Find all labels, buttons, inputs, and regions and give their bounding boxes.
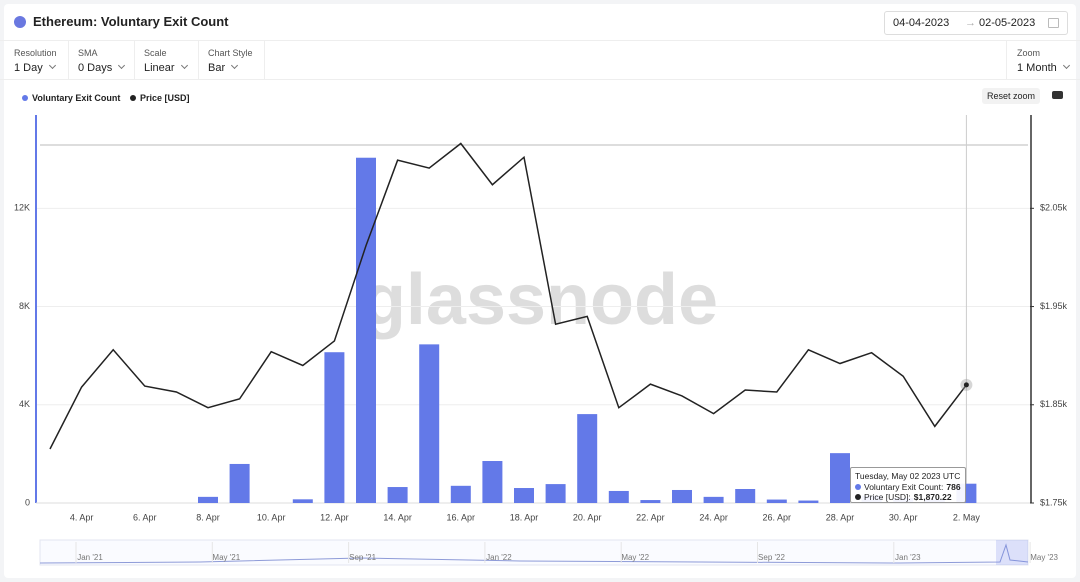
y2-tick-label: $1.95k bbox=[1040, 301, 1068, 311]
legend-dot bbox=[130, 95, 136, 101]
tooltip: Tuesday, May 02 2023 UTC Voluntary Exit … bbox=[850, 467, 966, 503]
bar bbox=[766, 499, 787, 503]
x-tick-label: 6. Apr bbox=[133, 512, 157, 522]
header: Ethereum: Voluntary Exit Count bbox=[14, 14, 229, 29]
legend-label[interactable]: Price [USD] bbox=[140, 93, 190, 103]
x-tick-label: 4. Apr bbox=[70, 512, 94, 522]
zoom-value[interactable]: 1 Month bbox=[1017, 62, 1069, 74]
x-tick-label: 12. Apr bbox=[320, 512, 349, 522]
control-label: SMA bbox=[78, 48, 98, 58]
tooltip-label: Voluntary Exit Count: bbox=[864, 481, 944, 492]
control-label: Resolution bbox=[14, 48, 57, 58]
x-tick-label: 22. Apr bbox=[636, 512, 665, 522]
navigator-label: Jan '22 bbox=[486, 553, 512, 562]
y-tick-label: 12K bbox=[14, 203, 30, 213]
x-tick-label: 10. Apr bbox=[257, 512, 286, 522]
bar bbox=[672, 489, 692, 503]
legend-dot bbox=[22, 95, 28, 101]
y-tick-label: 0 bbox=[25, 497, 30, 507]
bar bbox=[830, 453, 850, 503]
tooltip-title: Tuesday, May 02 2023 UTC bbox=[855, 471, 961, 481]
bar bbox=[450, 485, 471, 503]
tooltip-value: 786 bbox=[946, 481, 961, 492]
x-tick-label: 26. Apr bbox=[763, 512, 792, 522]
y2-tick-label: $1.85k bbox=[1040, 399, 1068, 409]
control-label: Scale bbox=[144, 48, 167, 58]
hover-point bbox=[963, 382, 969, 388]
calendar-icon[interactable] bbox=[1048, 18, 1059, 28]
reset-zoom[interactable]: Reset zoom bbox=[982, 88, 1040, 104]
zoom-label: Zoom bbox=[1017, 48, 1041, 58]
bar bbox=[229, 463, 250, 503]
date-range[interactable]: 04-04-2023 → 02-05-2023 bbox=[884, 11, 1068, 35]
x-tick-label: 14. Apr bbox=[383, 512, 412, 522]
bar bbox=[514, 488, 534, 503]
bar bbox=[545, 484, 566, 503]
control[interactable]: Chart Style Bar bbox=[198, 41, 265, 79]
control-value[interactable]: Bar bbox=[208, 62, 237, 74]
x-tick-label: 18. Apr bbox=[510, 512, 539, 522]
x-tick-label: 2. May bbox=[953, 512, 981, 522]
arrow: → bbox=[965, 17, 976, 29]
navigator-label: May '21 bbox=[212, 553, 240, 562]
control[interactable]: Scale Linear bbox=[134, 41, 199, 79]
x-tick-label: 24. Apr bbox=[699, 512, 728, 522]
x-tick-label: 28. Apr bbox=[826, 512, 855, 522]
eth-icon bbox=[14, 15, 26, 28]
bar bbox=[387, 487, 408, 503]
bar bbox=[419, 344, 440, 503]
legend-item[interactable]: Voluntary Exit Count bbox=[22, 93, 120, 103]
zoom-control[interactable]: Zoom 1 Month bbox=[1006, 41, 1080, 79]
navigator-label: May '22 bbox=[621, 553, 649, 562]
navigator-window[interactable] bbox=[996, 540, 1028, 565]
bar bbox=[608, 490, 629, 503]
navigator-label: Jan '21 bbox=[77, 553, 103, 562]
control-value[interactable]: 1 Day bbox=[14, 62, 55, 74]
camera-icon[interactable] bbox=[1052, 91, 1063, 99]
date-from[interactable]: 04-04-2023 bbox=[893, 17, 950, 29]
y2-tick-label: $2.05k bbox=[1040, 203, 1068, 213]
legend-item[interactable]: Price [USD] bbox=[130, 93, 190, 103]
x-tick-label: 8. Apr bbox=[196, 512, 220, 522]
title: Ethereum: Voluntary Exit Count bbox=[33, 14, 229, 29]
bar bbox=[292, 499, 313, 503]
bar bbox=[798, 500, 819, 503]
navigator-line bbox=[39, 543, 1029, 564]
legend-label[interactable]: Voluntary Exit Count bbox=[32, 93, 121, 103]
bar bbox=[735, 489, 756, 503]
bar bbox=[482, 461, 503, 503]
bar bbox=[324, 352, 345, 503]
x-tick-label: 30. Apr bbox=[889, 512, 918, 522]
navigator-label: Sep '22 bbox=[758, 553, 785, 562]
tooltip-label: Price [USD]: bbox=[864, 492, 911, 502]
bar bbox=[198, 496, 218, 503]
control-value[interactable]: 0 Days bbox=[78, 62, 124, 74]
bar bbox=[640, 500, 661, 503]
controls: Resolution 1 Day SMA 0 Days Scale Linear Ch… bbox=[0, 40, 1080, 80]
date-to[interactable]: 02-05-2023 bbox=[979, 17, 1036, 29]
control-label: Chart Style bbox=[208, 48, 253, 58]
y-tick-label: 4K bbox=[19, 399, 30, 409]
bar bbox=[703, 496, 724, 503]
control[interactable]: Resolution 1 Day bbox=[4, 41, 69, 79]
bar bbox=[577, 414, 598, 503]
y-tick-label: 8K bbox=[19, 301, 30, 311]
price-line bbox=[49, 142, 967, 450]
navigator-label: Jan '23 bbox=[895, 553, 921, 562]
bar bbox=[356, 157, 376, 503]
x-tick-label: 16. Apr bbox=[447, 512, 476, 522]
control[interactable]: SMA 0 Days bbox=[68, 41, 135, 79]
tooltip-value: $1,870.22 bbox=[913, 492, 952, 502]
control-value[interactable]: Linear bbox=[144, 62, 187, 74]
y2-tick-label: $1.75k bbox=[1040, 497, 1068, 507]
navigator-label: Sep '21 bbox=[349, 553, 376, 562]
x-tick-label: 20. Apr bbox=[573, 512, 602, 522]
navigator-label: May '23 bbox=[1030, 553, 1058, 562]
watermark: glassnode bbox=[362, 260, 718, 340]
